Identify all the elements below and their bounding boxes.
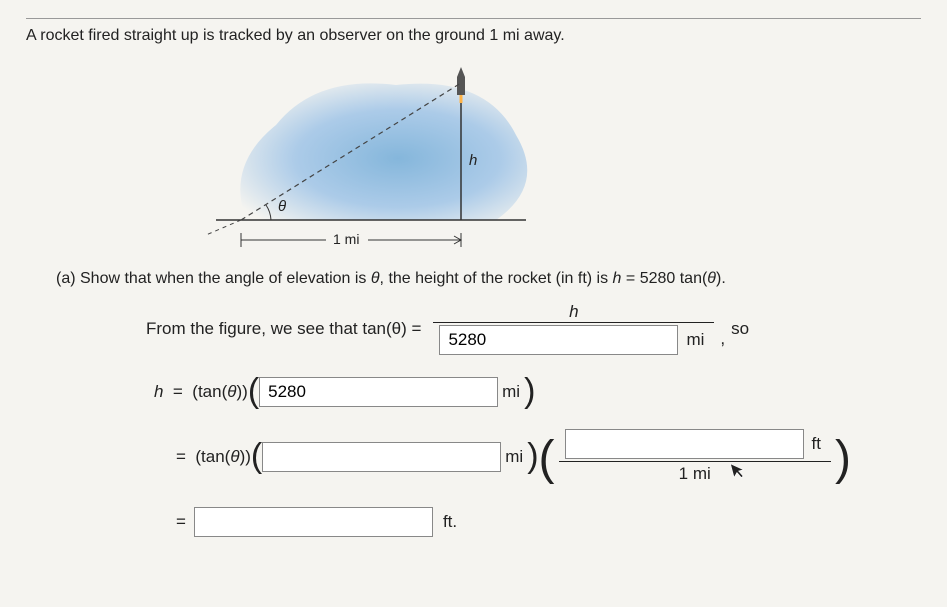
frac1-den: mi <box>433 323 714 355</box>
unit-mi-2: mi <box>502 382 520 402</box>
line2-lhs: h = (tan(θ)) <box>154 382 248 402</box>
input-2[interactable] <box>259 377 498 407</box>
comma-1: , <box>720 329 725 349</box>
lparen-3a: ( <box>251 441 262 471</box>
frac3-den: 1 mi <box>673 462 717 484</box>
line1-text: From the figure, we see that tan(θ) = <box>146 319 421 339</box>
line-2: h = (tan(θ)) ( mi ) <box>154 377 921 407</box>
input-den-1[interactable] <box>439 325 678 355</box>
unit-ft-4: ft. <box>443 512 457 532</box>
unit-mi-3: mi <box>505 447 523 467</box>
line-3: = (tan(θ)) ( mi ) ( ft 1 mi ) <box>176 429 921 484</box>
input-3a[interactable] <box>262 442 501 472</box>
unit-mi-1: mi <box>686 330 704 350</box>
svg-text:1 mi: 1 mi <box>333 231 359 247</box>
line3-lhs: = (tan(θ)) <box>176 447 251 467</box>
frac1-num: h <box>563 302 584 322</box>
part-a-text: (a) Show that when the angle of elevatio… <box>56 270 726 287</box>
svg-text:h: h <box>469 152 477 169</box>
so-text: so <box>731 319 749 339</box>
rparen-3a: ) <box>527 441 538 471</box>
problem-prompt: A rocket fired straight up is tracked by… <box>26 27 921 45</box>
fraction-3: ft 1 mi <box>559 429 831 484</box>
diagram: θ h 1 mi <box>186 55 556 260</box>
rparen-3b: ) <box>835 439 851 479</box>
lparen-2: ( <box>248 376 259 406</box>
input-3b[interactable] <box>565 429 804 459</box>
unit-ft-3: ft <box>812 434 821 454</box>
line4-lhs: = <box>176 512 186 532</box>
line-4: = ft. <box>176 507 921 537</box>
svg-text:θ: θ <box>278 198 286 215</box>
rparen-2: ) <box>524 376 535 406</box>
part-a-prompt: (a) Show that when the angle of elevatio… <box>56 270 921 288</box>
fraction-1: h mi <box>433 302 714 355</box>
top-divider <box>26 18 921 19</box>
line-1: From the figure, we see that tan(θ) = h … <box>146 302 921 355</box>
input-4[interactable] <box>194 507 433 537</box>
lparen-3b: ( <box>539 439 555 479</box>
work-area: From the figure, we see that tan(θ) = h … <box>146 302 921 537</box>
